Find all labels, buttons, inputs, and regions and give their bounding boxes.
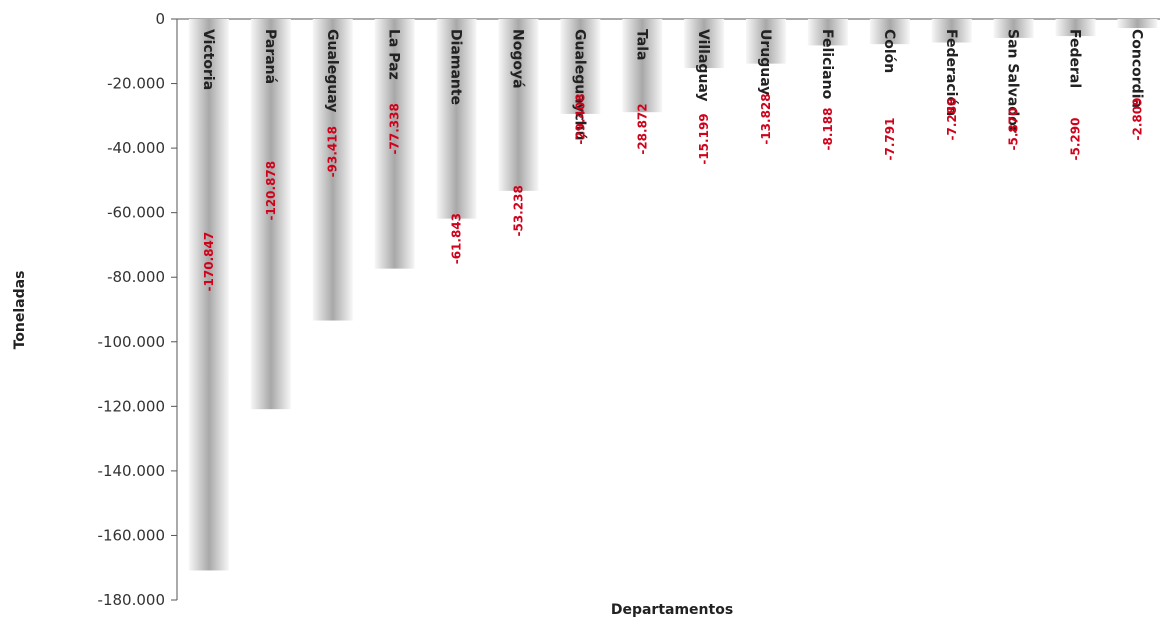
bar <box>869 19 910 45</box>
bar <box>746 19 787 64</box>
category-label: Diamante <box>448 29 464 105</box>
data-label: -15.199 <box>697 113 711 164</box>
data-label: -61.843 <box>450 213 464 264</box>
data-label: -13.828 <box>759 93 773 144</box>
bar <box>1117 19 1158 29</box>
category-label: Paraná <box>262 29 278 84</box>
bar <box>622 19 663 113</box>
bar <box>498 19 539 191</box>
category-label: Uruguay <box>757 29 773 95</box>
category-label: Colón <box>881 29 897 73</box>
data-label: -120.878 <box>264 161 278 221</box>
data-label: -5.870 <box>1007 108 1021 151</box>
category-labels: Victoria Paraná Gualeguay La Paz Diamante Nog… <box>200 29 1144 141</box>
y-tick-label: -60.000 <box>107 204 165 222</box>
category-label: San Salvador <box>1005 29 1021 133</box>
category-label: Nogoyá <box>509 29 525 89</box>
bar <box>993 19 1034 38</box>
data-label: -7.791 <box>883 118 897 161</box>
category-label: Federal <box>1067 29 1083 88</box>
category-label: La Paz <box>386 29 402 80</box>
data-label: -93.418 <box>326 126 340 177</box>
category-label: Feliciano <box>819 29 835 100</box>
y-tick-label: -100.000 <box>98 333 165 351</box>
y-tick-label: -20.000 <box>107 75 165 93</box>
bar <box>807 19 848 46</box>
category-label: Concordia <box>1128 29 1144 108</box>
y-tick-label: 0 <box>155 10 165 28</box>
y-axis: 0 -20.000 -40.000 -60.000 -80.000 -100.000 -12… <box>98 10 1160 609</box>
category-label: Gualeguaychú <box>571 29 587 141</box>
bar <box>1055 19 1096 37</box>
category-label: Victoria <box>200 29 216 90</box>
data-label: -53.238 <box>511 185 525 236</box>
x-axis-title: Departamentos <box>611 602 733 618</box>
y-axis-title: Toneladas <box>12 271 28 350</box>
category-label: Federación <box>943 29 959 116</box>
bar <box>560 19 601 114</box>
y-tick-label: -80.000 <box>107 268 165 286</box>
y-tick-label: -40.000 <box>107 139 165 157</box>
bar <box>188 19 229 571</box>
y-tick-label: -180.000 <box>98 591 165 609</box>
bar <box>374 19 415 269</box>
data-label: -5.290 <box>1069 118 1083 161</box>
y-tick-label: -140.000 <box>98 462 165 480</box>
data-label: -170.847 <box>202 232 216 292</box>
data-label: -29.408 <box>573 93 587 144</box>
data-label: -7.288 <box>945 98 959 141</box>
bars <box>188 19 1158 571</box>
data-label: -8.188 <box>821 108 835 151</box>
data-labels: -170.847 -120.878 -93.418 -77.338 -61.843 -53… <box>202 93 1144 291</box>
category-label: Gualeguay <box>324 29 340 112</box>
bar <box>250 19 291 410</box>
bar <box>931 19 972 43</box>
category-label: Tala <box>633 29 649 60</box>
bar <box>436 19 477 219</box>
y-tick-label: -160.000 <box>98 526 165 544</box>
y-tick-label: -120.000 <box>98 397 165 415</box>
data-label: -28.872 <box>635 103 649 154</box>
category-label: Villaguay <box>695 29 711 102</box>
data-label: -77.338 <box>388 103 402 154</box>
bar <box>312 19 353 321</box>
bar <box>684 19 725 69</box>
data-label: -2.809 <box>1130 98 1144 141</box>
